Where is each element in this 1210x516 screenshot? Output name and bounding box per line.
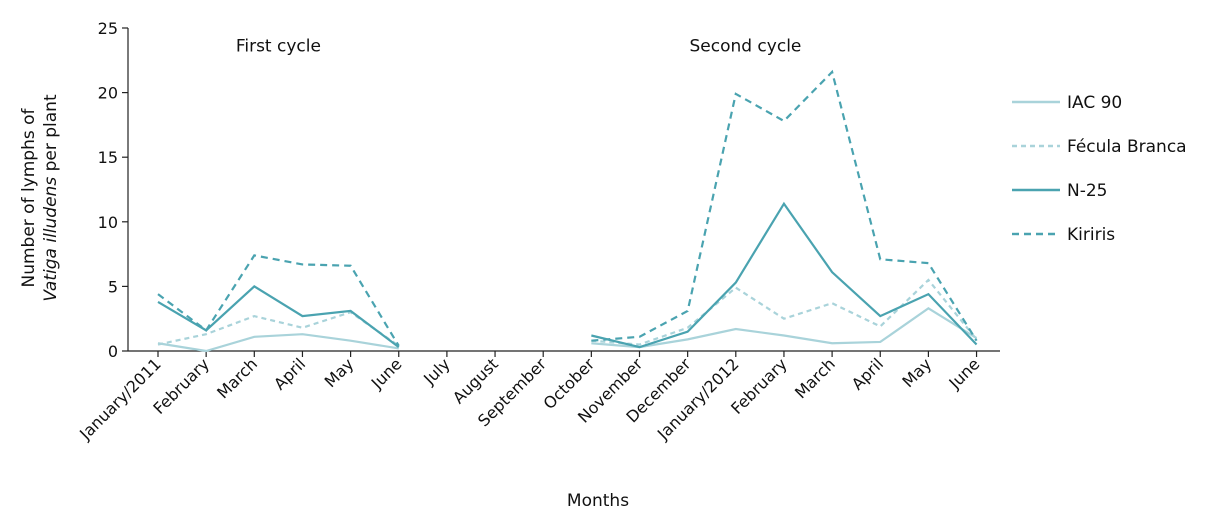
y-axis: 0 5 10 15 20 25 <box>98 19 129 361</box>
legend-label: Kiriris <box>1067 225 1115 245</box>
x-tick-label: May <box>321 354 358 391</box>
legend-label: IAC 90 <box>1067 93 1122 113</box>
series-line-kiriris <box>591 69 978 342</box>
y-tick-label: 15 <box>98 148 118 167</box>
series-line-iac-90 <box>157 333 399 353</box>
x-tick-label: June <box>945 354 984 393</box>
series-line-iac-90 <box>591 307 978 349</box>
legend: IAC 90 Fécula Branca N-25 Kiriris <box>1012 93 1187 245</box>
x-tick-label: April <box>848 354 887 393</box>
y-axis-title-line1: Number of lymphs of <box>19 107 39 287</box>
y-tick-label: 25 <box>98 19 118 38</box>
series-layer <box>157 69 978 353</box>
x-tick-label: March <box>791 354 839 402</box>
legend-label: Fécula Branca <box>1067 137 1187 157</box>
series-line-f-cula-branca <box>591 278 978 346</box>
series-line-f-cula-branca <box>157 311 400 347</box>
y-axis-title-line2: Vatiga illudens per plant <box>41 94 61 302</box>
series-line-n-25 <box>591 201 978 349</box>
series-line-n-25 <box>157 285 400 349</box>
legend-label: N-25 <box>1067 181 1107 201</box>
x-tick-label: January/2011 <box>75 354 165 444</box>
annotation-second-cycle: Second cycle <box>689 36 801 56</box>
y-tick-label: 0 <box>108 342 118 361</box>
annotation-first-cycle: First cycle <box>236 36 321 56</box>
x-tick-label: July <box>419 354 453 388</box>
y-axis-title-species: Vatiga illudens <box>41 177 61 302</box>
y-tick-label: 5 <box>108 277 118 296</box>
x-tick-label: April <box>270 354 309 393</box>
x-axis-title: Months <box>567 491 629 511</box>
y-axis-title: Number of lymphs of Vatiga illudens per … <box>19 94 61 302</box>
y-tick-label: 10 <box>98 213 118 232</box>
x-tick-label: May <box>898 354 935 391</box>
x-tick-label: June <box>367 354 406 393</box>
x-tick-label: March <box>213 354 261 402</box>
y-axis-title-suffix: per plant <box>41 94 61 177</box>
y-tick-label: 20 <box>98 84 118 103</box>
series-line-kiriris <box>157 254 400 347</box>
